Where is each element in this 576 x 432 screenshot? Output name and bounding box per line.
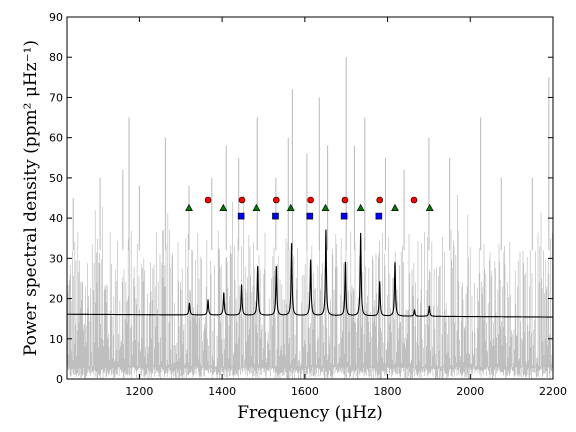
x-tick-label: 1200 — [125, 385, 153, 398]
triangle-marker — [391, 203, 399, 211]
triangle-marker — [356, 203, 365, 211]
square-marker — [237, 212, 245, 220]
square-marker — [306, 212, 314, 220]
x-axis-label: Frequency (μHz) — [237, 403, 382, 423]
noise-spectrum — [67, 57, 553, 379]
y-tick-label: 20 — [49, 293, 63, 306]
y-tick-label: 30 — [49, 252, 63, 265]
y-tick-label: 10 — [49, 333, 63, 346]
axes-frame — [66, 16, 554, 380]
x-tick-label: 1600 — [291, 385, 319, 398]
triangle-marker — [252, 203, 261, 211]
circle-marker — [376, 196, 383, 204]
mode-markers — [185, 196, 434, 220]
axis-ticks: 1200 1400 1600 1800 2000 2200 0 10 20 30 40 50 60 70 8… — [49, 11, 567, 398]
x-tick-label: 2000 — [456, 385, 484, 398]
circle-marker — [238, 196, 246, 204]
x-tick-label: 1400 — [208, 385, 236, 398]
square-marker — [340, 212, 348, 220]
circle-marker — [341, 196, 349, 204]
triangle-marker — [185, 203, 193, 211]
x-tick-label: 1800 — [374, 385, 402, 398]
y-tick-label: 0 — [56, 373, 63, 386]
y-tick-label: 40 — [49, 212, 63, 225]
y-axis-label: Power spectral density (ppm² μHz⁻¹) — [21, 40, 41, 356]
square-marker — [375, 212, 383, 220]
x-tick-label: 2200 — [539, 385, 567, 398]
triangle-marker — [425, 203, 434, 211]
triangle-marker — [286, 203, 295, 211]
triangle-marker — [321, 203, 330, 211]
y-tick-label: 60 — [49, 132, 63, 145]
square-marker — [272, 212, 279, 220]
circle-marker — [204, 196, 212, 204]
noise-band — [67, 195, 553, 379]
circle-marker — [272, 196, 280, 204]
y-tick-label: 50 — [49, 172, 63, 185]
fit-line — [67, 229, 553, 318]
y-tick-label: 80 — [49, 51, 63, 64]
y-tick-label: 90 — [49, 11, 63, 24]
circle-marker — [307, 196, 314, 204]
triangle-marker — [219, 203, 228, 211]
fit-model — [67, 229, 553, 318]
y-tick-label: 70 — [49, 91, 63, 104]
circle-marker — [410, 196, 418, 204]
